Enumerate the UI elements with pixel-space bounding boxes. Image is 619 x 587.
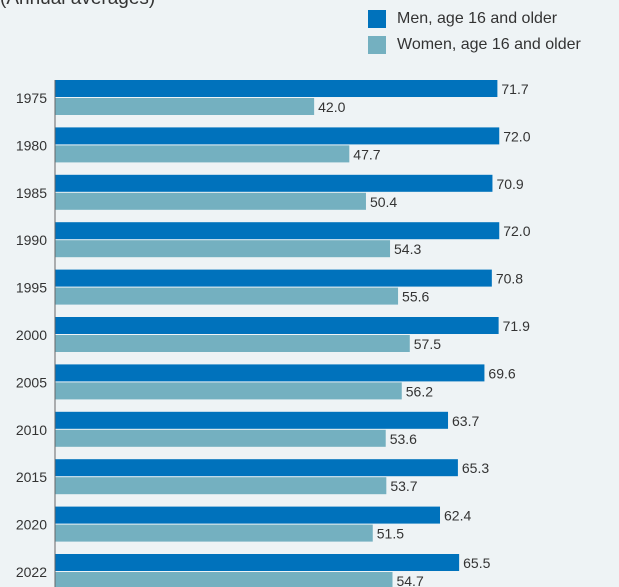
bar-men-1985 [55,174,493,192]
legend-label-women: Women, age 16 and older [397,36,581,53]
legend-label-men: Men, age 16 and older [397,10,558,27]
value-label-women-1975: 42.0 [318,99,345,115]
value-label-men-2000: 71.9 [503,318,530,334]
bar-men-1980 [55,127,500,145]
bars-group [55,80,500,587]
chart-legend: Men, age 16 and older Women, age 16 and … [368,6,581,58]
bar-men-1975 [55,80,498,97]
bar-women-1985 [55,192,366,210]
bar-women-2005 [55,382,402,400]
value-label-women-1990: 54.3 [394,241,421,257]
year-label-2015: 2015 [16,469,47,485]
bar-women-1975 [55,98,315,115]
labels-group: 1975 71.7 42.0 1980 72.0 47.7 1985 70.9 50.4 1990… [16,81,531,587]
bar-women-2015 [55,477,387,495]
year-label-2010: 2010 [16,422,47,438]
value-label-women-2000: 57.5 [414,336,441,352]
bar-men-2005 [55,364,485,382]
bar-women-2000 [55,335,410,352]
value-label-men-1995: 70.8 [496,271,523,287]
year-label-2005: 2005 [16,374,47,390]
year-label-1980: 1980 [16,137,47,153]
value-label-men-1990: 72.0 [503,223,530,239]
bar-men-2000 [55,317,499,334]
year-label-2000: 2000 [16,327,47,343]
value-label-women-1985: 50.4 [370,194,397,210]
chart-subtitle: (Annual averages) [0,0,155,10]
value-label-women-1995: 55.6 [402,289,429,305]
bar-women-2020 [55,524,373,542]
bar-men-1995 [55,269,492,287]
value-label-women-2010: 53.6 [390,431,417,447]
year-label-1990: 1990 [16,232,47,248]
value-label-men-2022: 65.5 [463,555,490,571]
bar-men-2020 [55,506,441,524]
value-label-women-2020: 51.5 [377,526,404,542]
legend-swatch-men [368,10,386,28]
year-label-2020: 2020 [16,517,47,533]
value-label-men-1975: 71.7 [501,81,528,97]
legend-entry-men: Men, age 16 and older [368,6,581,32]
bar-men-2010 [55,411,449,429]
value-label-women-1980: 47.7 [353,146,380,162]
value-label-men-1980: 72.0 [503,128,530,144]
value-label-women-2015: 53.7 [390,478,417,494]
bar-women-2010 [55,429,386,447]
bar-women-1980 [55,145,350,163]
bar-women-2022 [55,572,393,587]
bar-men-2022 [55,554,460,571]
value-label-men-1985: 70.9 [496,176,523,192]
bar-men-2015 [55,459,458,477]
year-label-1995: 1995 [16,280,47,296]
bar-men-1990 [55,222,500,240]
bar-women-1995 [55,287,399,305]
year-label-1975: 1975 [16,90,47,106]
year-label-2022: 2022 [16,564,47,580]
legend-swatch-women [368,36,386,54]
value-label-men-2010: 63.7 [452,413,479,429]
value-label-women-2005: 56.2 [406,383,433,399]
value-label-men-2015: 65.3 [462,460,489,476]
legend-entry-women: Women, age 16 and older [368,32,581,58]
year-label-1985: 1985 [16,185,47,201]
bar-women-1990 [55,240,391,258]
value-label-men-2020: 62.4 [444,508,471,524]
value-label-women-2022: 54.7 [396,573,423,587]
value-label-men-2005: 69.6 [488,365,515,381]
